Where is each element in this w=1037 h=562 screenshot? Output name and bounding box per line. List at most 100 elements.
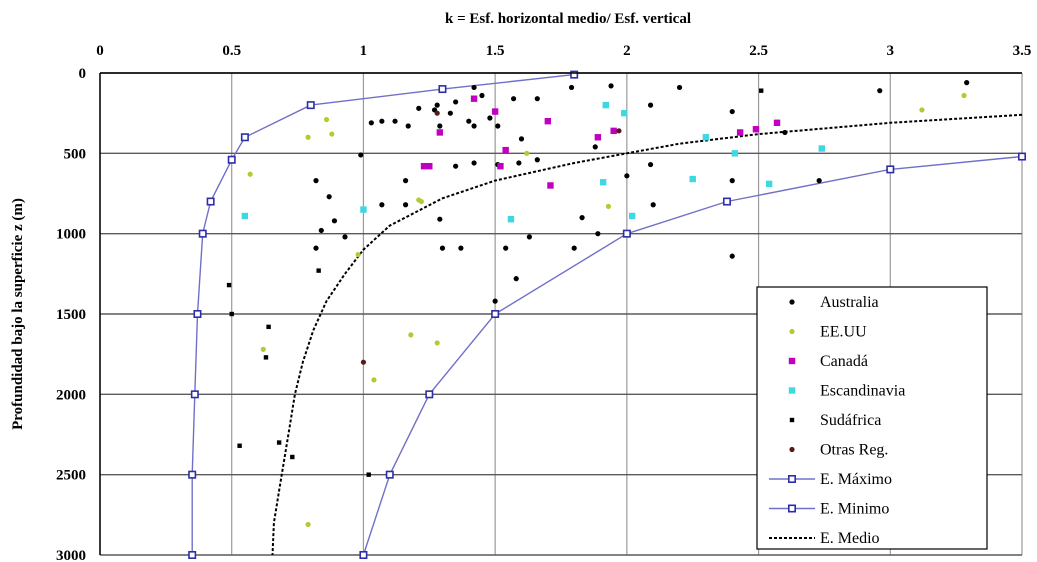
data-point-australia	[416, 105, 422, 111]
data-point-e-maximo	[206, 197, 215, 206]
data-point-e-maximo	[306, 101, 315, 110]
data-point-canada	[470, 95, 478, 102]
legend-swatch-marker	[789, 417, 795, 423]
data-point-e-minimo	[385, 470, 394, 479]
y-tick-label: 0	[79, 66, 87, 82]
legend-item-e-maximo: E. Máximo	[769, 471, 892, 488]
data-point-australia	[318, 227, 324, 234]
data-point-e-minimo	[722, 197, 731, 206]
legend-label: Canadá	[820, 353, 868, 370]
legend-label: Sudáfrica	[820, 412, 881, 429]
data-point-sudafrica	[366, 472, 371, 477]
data-point-ee-uu	[418, 198, 424, 205]
data-point-australia	[479, 92, 485, 99]
data-point-australia	[453, 163, 459, 169]
data-point-australia	[471, 84, 477, 91]
y-tick-label: 2000	[56, 387, 86, 403]
chart-title: k = Esf. horizontal medio/ Esf. vertical	[445, 11, 691, 27]
data-point-australia	[458, 245, 464, 251]
legend-label: E. Máximo	[820, 471, 892, 488]
data-point-otras-reg	[434, 110, 440, 116]
data-point-sudafrica	[290, 454, 295, 460]
data-point-australia	[313, 245, 319, 251]
data-point-australia	[402, 202, 409, 208]
data-point-australia	[568, 84, 575, 91]
data-point-e-maximo	[188, 470, 197, 479]
data-point-australia	[405, 123, 411, 129]
data-point-australia	[471, 160, 477, 166]
data-point-australia	[379, 118, 385, 124]
data-point-australia	[676, 84, 683, 91]
data-point-e-maximo	[198, 229, 207, 238]
data-point-australia	[624, 173, 630, 179]
data-point-ee-uu	[408, 332, 414, 338]
legend-swatch-marker	[789, 328, 795, 335]
data-point-australia	[437, 216, 443, 222]
data-point-australia	[592, 144, 598, 150]
y-tick-label: 1500	[56, 307, 86, 323]
legend-label: Otras Reg.	[820, 442, 888, 459]
x-tick-label: 3	[887, 43, 895, 59]
legend-label: EE.UU	[820, 324, 867, 341]
data-point-ee-uu	[247, 171, 253, 177]
legend-item-e-medio: E. Medio	[769, 530, 880, 547]
data-point-canada	[497, 162, 504, 170]
y-axis-label: Profundidad bajo la superficie z (m)	[10, 198, 26, 430]
x-tick-label: 2.5	[749, 43, 768, 59]
legend-swatch-marker	[787, 474, 796, 483]
data-point-escandinavia	[689, 175, 696, 183]
data-point-escandinavia	[818, 145, 825, 152]
legend-item-sudafrica: Sudáfrica	[789, 412, 881, 429]
legend-item-e-minimo: E. Minimo	[769, 501, 889, 518]
data-point-canada	[736, 129, 744, 136]
data-point-canada	[773, 119, 781, 127]
data-point-ee-uu	[605, 203, 612, 209]
data-point-australia	[326, 194, 332, 200]
data-point-escandinavia	[621, 109, 628, 117]
data-point-australia	[877, 88, 883, 94]
data-point-ee-uu	[355, 251, 361, 258]
legend-swatch-marker	[788, 387, 796, 394]
data-point-canada	[436, 129, 444, 136]
data-point-australia	[368, 120, 374, 126]
data-point-otras-reg	[616, 128, 622, 134]
data-point-ee-uu	[524, 150, 530, 156]
data-point-e-maximo	[570, 70, 579, 79]
data-point-australia	[434, 102, 440, 108]
legend-swatch-marker	[788, 357, 796, 365]
legend-swatch-marker	[789, 446, 795, 453]
data-point-escandinavia	[602, 101, 609, 109]
legend-swatch-marker	[789, 299, 795, 305]
data-point-australia	[729, 253, 735, 259]
legend-item-ee-uu: EE.UU	[789, 324, 867, 341]
data-point-canada	[594, 134, 602, 141]
data-point-australia	[729, 108, 735, 115]
data-point-australia	[379, 202, 385, 208]
legend-label: Australia	[820, 294, 879, 311]
data-point-australia	[487, 115, 493, 121]
data-point-australia	[471, 123, 477, 129]
series-line-e-medio	[271, 113, 1022, 556]
x-tick-label: 3.5	[1013, 43, 1032, 59]
x-tick-label: 1	[360, 43, 368, 59]
data-point-e-minimo	[1017, 152, 1026, 161]
data-point-australia	[534, 96, 540, 102]
data-point-sudafrica	[229, 311, 234, 317]
data-point-escandinavia	[628, 212, 636, 220]
legend-item-australia: Australia	[789, 294, 879, 311]
data-point-sudafrica	[226, 282, 232, 288]
legend-item-escandinavia: Escandinavia	[788, 383, 905, 400]
data-point-canada	[426, 162, 433, 170]
data-point-australia	[729, 178, 735, 184]
data-point-ee-uu	[305, 521, 311, 528]
legend-label: E. Minimo	[820, 501, 889, 518]
x-tick-label: 0.5	[222, 43, 241, 59]
data-point-sudafrica	[263, 355, 269, 360]
data-point-australia	[513, 276, 519, 282]
data-point-australia	[466, 118, 472, 124]
y-tick-label: 1000	[56, 227, 86, 243]
axes: 0 0.5 1 1.5 2 2.5 3 3.5 0 500 1000 1500 2000 2500 3000	[56, 43, 1031, 562]
data-point-australia	[964, 80, 970, 86]
data-point-australia	[816, 178, 822, 184]
data-point-ee-uu	[260, 346, 266, 352]
